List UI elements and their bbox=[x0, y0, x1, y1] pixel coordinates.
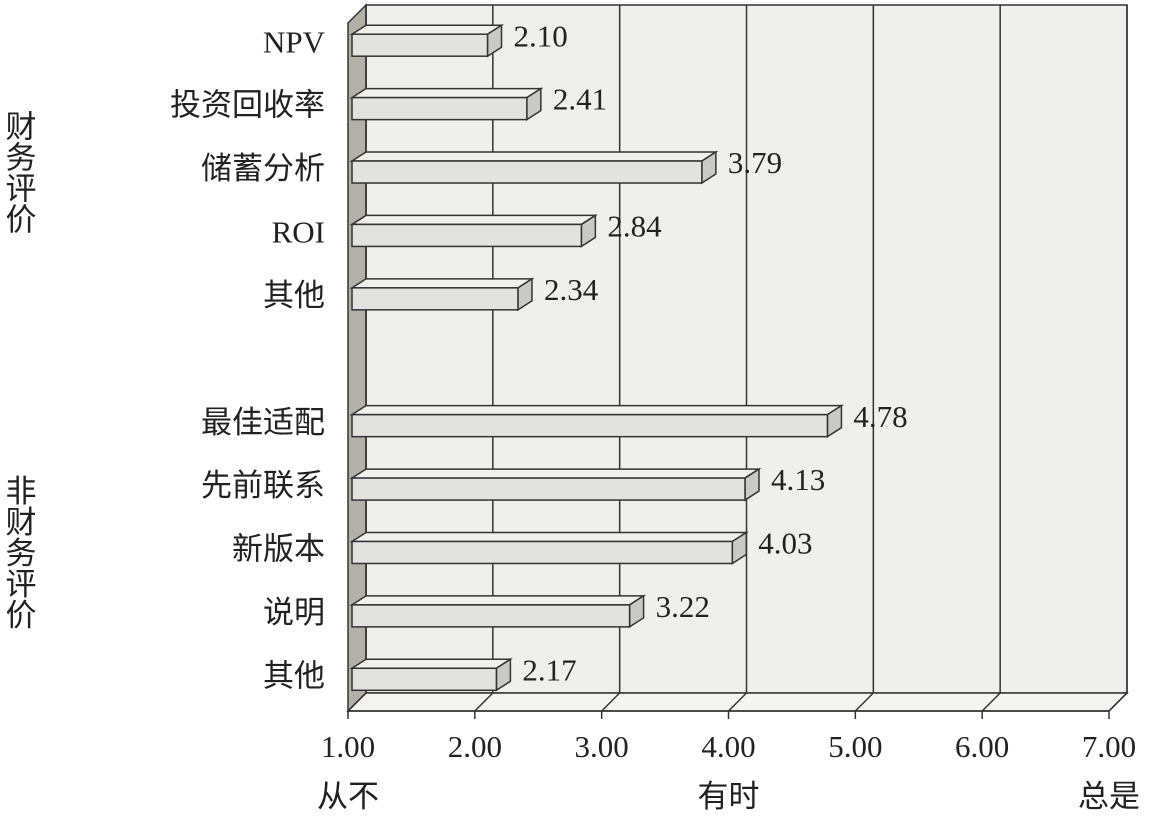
bar bbox=[351, 287, 519, 311]
value-label: 3.79 bbox=[728, 145, 782, 180]
bar bbox=[351, 33, 489, 57]
value-label: 2.41 bbox=[553, 82, 607, 117]
value-label: 3.22 bbox=[656, 589, 710, 624]
bar-top bbox=[349, 404, 844, 416]
value-label: 4.03 bbox=[758, 526, 812, 561]
bar-top bbox=[349, 278, 535, 289]
bar bbox=[351, 667, 498, 692]
x-tick-label: 4.00 bbox=[701, 729, 755, 764]
value-label: 2.17 bbox=[522, 652, 576, 687]
bar-top bbox=[349, 151, 719, 162]
y-tick-label: 其他 bbox=[263, 278, 325, 313]
bar bbox=[351, 604, 631, 628]
x-axis-text: 有时 bbox=[698, 779, 760, 814]
bar-top bbox=[349, 531, 749, 543]
x-tick-label: 1.00 bbox=[321, 729, 375, 764]
value-label: 2.84 bbox=[607, 209, 662, 244]
y-tick-label: NPV bbox=[263, 24, 326, 59]
grid-line bbox=[601, 5, 621, 712]
bar bbox=[351, 477, 746, 501]
bar bbox=[351, 160, 703, 184]
x-tick-label: 2.00 bbox=[448, 729, 502, 764]
grid-line bbox=[981, 5, 1001, 712]
x-tick-label: 5.00 bbox=[828, 729, 882, 764]
x-tick-label: 3.00 bbox=[575, 729, 629, 764]
bar bbox=[351, 413, 829, 438]
x-tick-label: 6.00 bbox=[955, 729, 1009, 764]
y-tick-label: 新版本 bbox=[232, 532, 325, 567]
bar-top bbox=[349, 87, 544, 99]
x-axis-text: 总是 bbox=[1078, 779, 1140, 814]
y-tick-label: 其他 bbox=[263, 658, 325, 693]
y-tick-label: 说明 bbox=[263, 595, 325, 630]
y-tick-label: 储蓄分析 bbox=[201, 151, 325, 186]
bar bbox=[351, 223, 583, 248]
value-label: 2.34 bbox=[544, 272, 599, 307]
value-label: 2.10 bbox=[514, 18, 568, 53]
bar-top bbox=[349, 595, 647, 606]
grid-line bbox=[727, 5, 748, 712]
bar-top bbox=[349, 658, 513, 670]
bar-top bbox=[349, 468, 762, 479]
y-tick-label: 投资回收率 bbox=[170, 88, 325, 123]
bar bbox=[351, 540, 734, 565]
grid-line bbox=[1108, 5, 1128, 712]
x-axis-text: 从不 bbox=[317, 779, 379, 814]
bar-top bbox=[349, 24, 505, 35]
y-tick-label: ROI bbox=[272, 215, 325, 250]
group-label: 非财务评价 bbox=[1, 475, 36, 630]
grid-line bbox=[854, 5, 875, 712]
bar bbox=[351, 96, 528, 121]
x-tick-label: 7.00 bbox=[1082, 729, 1136, 764]
y-tick-label: 先前联系 bbox=[201, 468, 325, 503]
value-label: 4.13 bbox=[771, 462, 825, 497]
y-tick-label: 最佳适配 bbox=[201, 405, 325, 440]
value-label: 4.78 bbox=[853, 399, 907, 434]
bar-top bbox=[349, 214, 598, 226]
group-label: 财务评价 bbox=[1, 110, 36, 234]
